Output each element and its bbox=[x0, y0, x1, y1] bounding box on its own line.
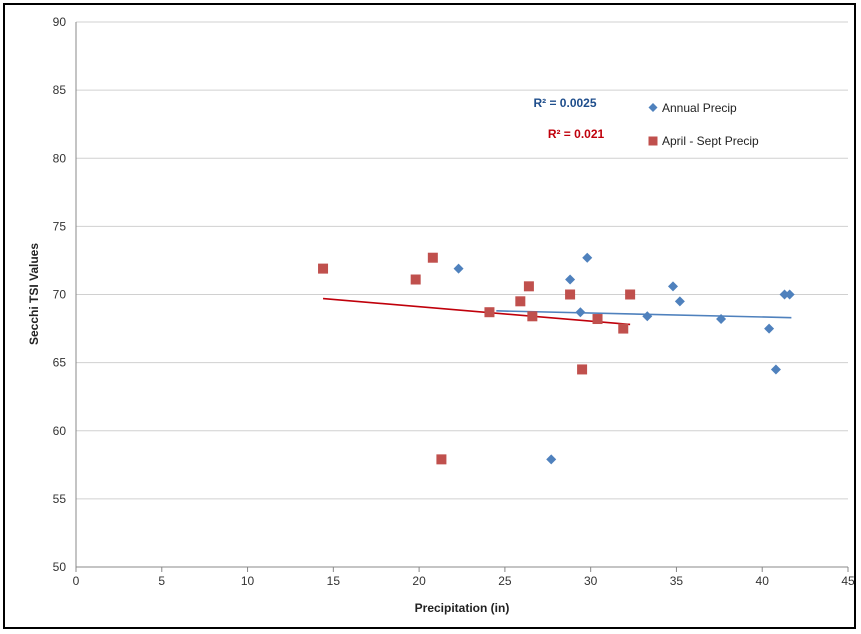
x-tick-label: 5 bbox=[158, 574, 165, 588]
annual-precip-point bbox=[575, 307, 586, 318]
r2-label-april-sept: R² = 0.021 bbox=[548, 127, 605, 141]
x-tick-label: 25 bbox=[498, 574, 512, 588]
y-tick-label: 75 bbox=[53, 219, 67, 233]
april-sept-precip-point bbox=[523, 281, 534, 292]
trendlines bbox=[322, 297, 792, 326]
april-sept-precip-point bbox=[565, 289, 576, 300]
april-sept-precip-point bbox=[484, 307, 495, 318]
x-tick-labels: 0 5 10 15 20 25 30 35 40 45 bbox=[73, 574, 855, 588]
annual-precip-point bbox=[779, 289, 790, 300]
annual-precip-point bbox=[716, 314, 727, 325]
gridlines bbox=[76, 21, 848, 500]
april-sept-precip-point bbox=[618, 323, 629, 334]
x-tick-label: 20 bbox=[412, 574, 426, 588]
x-tick-label: 45 bbox=[841, 574, 855, 588]
annual-precip-point bbox=[674, 296, 685, 307]
trendline-april-sept bbox=[322, 297, 631, 326]
x-axis-label: Precipitation (in) bbox=[415, 601, 510, 615]
annual-precip-point bbox=[642, 311, 653, 322]
y-tick-label: 85 bbox=[53, 83, 67, 97]
y-tick-label: 50 bbox=[53, 560, 67, 574]
x-tick-label: 0 bbox=[73, 574, 80, 588]
y-tick-labels: 50 55 60 65 70 75 80 85 90 bbox=[53, 15, 67, 574]
x-tick-label: 35 bbox=[670, 574, 684, 588]
annual-precip-point bbox=[764, 323, 775, 334]
x-tick-label: 10 bbox=[241, 574, 255, 588]
y-tick-label: 60 bbox=[53, 424, 67, 438]
legend-marker-april-sept bbox=[648, 136, 658, 146]
axes bbox=[75, 22, 849, 572]
y-axis-label: Secchi TSI Values bbox=[27, 243, 41, 345]
annual-precip-point bbox=[565, 274, 576, 285]
april-sept-precip-point bbox=[318, 263, 329, 274]
april-sept-precip-point bbox=[410, 274, 421, 285]
annual-precip-point bbox=[668, 281, 679, 292]
y-tick-label: 55 bbox=[53, 492, 67, 506]
r2-label-annual: R² = 0.0025 bbox=[533, 96, 596, 110]
annual-precip-point bbox=[784, 289, 795, 300]
y-tick-label: 80 bbox=[53, 151, 67, 165]
y-tick-label: 65 bbox=[53, 356, 67, 370]
trendline-annual bbox=[496, 310, 792, 319]
x-tick-label: 40 bbox=[756, 574, 770, 588]
april-sept-precip-point bbox=[592, 314, 603, 325]
y-tick-label: 70 bbox=[53, 288, 67, 302]
x-tick-label: 15 bbox=[327, 574, 341, 588]
april-sept-precip-point bbox=[625, 289, 636, 300]
x-tick-label: 30 bbox=[584, 574, 598, 588]
april-sept-precip-point bbox=[527, 311, 538, 322]
april-sept-precip-point bbox=[436, 454, 447, 465]
annual-precip-point bbox=[770, 364, 781, 375]
annual-precip-point bbox=[582, 252, 593, 263]
y-tick-label: 90 bbox=[53, 15, 67, 29]
april-sept-precip-point bbox=[515, 296, 526, 307]
legend-label-annual: Annual Precip bbox=[662, 101, 737, 115]
annotations: R² = 0.0025 R² = 0.021 Annual Precip April … bbox=[533, 96, 759, 148]
april-sept-precip-point bbox=[577, 364, 588, 375]
legend-marker-annual bbox=[648, 103, 658, 112]
annual-precip-point bbox=[546, 454, 557, 465]
april-sept-precip-point bbox=[427, 252, 438, 263]
legend-label-april-sept: April - Sept Precip bbox=[662, 134, 759, 148]
data-points bbox=[318, 252, 795, 465]
annual-precip-point bbox=[453, 263, 464, 274]
